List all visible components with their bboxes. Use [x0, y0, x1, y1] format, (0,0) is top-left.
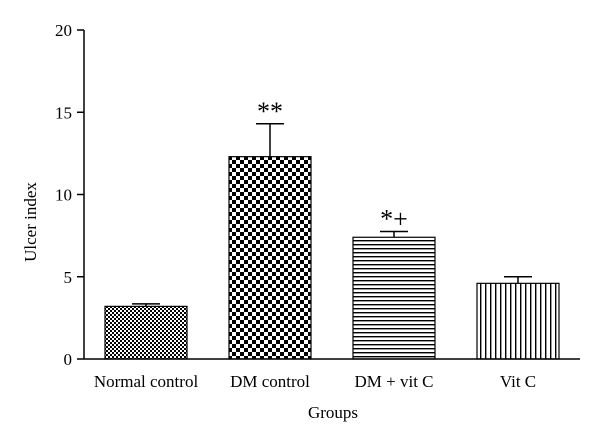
bar-2: [228, 156, 312, 360]
bar-4: [476, 282, 560, 360]
bar-1: [104, 305, 188, 360]
x-tick-label: Normal control: [94, 372, 199, 391]
significance-label-2: **: [257, 97, 283, 126]
y-axis-title: Ulcer index: [21, 182, 40, 262]
y-tick-label: 5: [64, 268, 73, 287]
y-tick-label: 10: [55, 186, 72, 205]
x-axis-title: Groups: [308, 403, 358, 422]
x-tick-label: DM control: [230, 372, 310, 391]
x-tick-label: DM + vit C: [354, 372, 433, 391]
y-tick-label: 0: [64, 350, 73, 369]
y-tick-label: 20: [55, 21, 72, 40]
x-tick-label: Vit C: [500, 372, 536, 391]
y-tick-label: 15: [55, 103, 72, 122]
x-axis: Normal control DM control DM + vit C Vit C: [84, 358, 580, 391]
y-axis: 0 5 10 15 20: [55, 21, 85, 369]
bar-3: [352, 236, 436, 360]
significance-label-3: *+: [380, 205, 408, 234]
bars: ** *+: [104, 97, 560, 360]
